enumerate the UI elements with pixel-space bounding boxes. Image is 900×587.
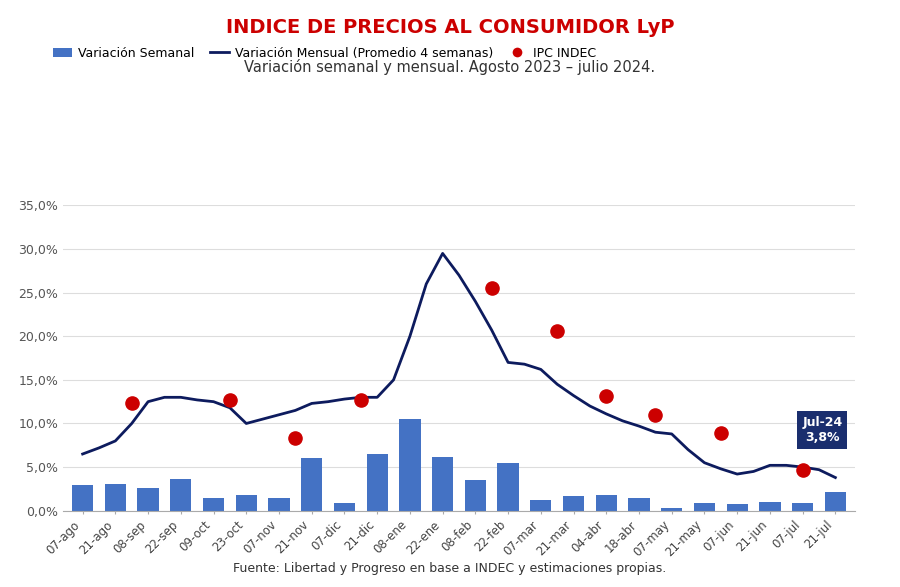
Bar xyxy=(334,503,356,511)
Bar xyxy=(202,498,224,511)
Bar xyxy=(824,491,846,511)
Bar xyxy=(432,457,454,511)
Bar xyxy=(236,495,256,511)
Bar xyxy=(72,484,94,511)
Point xyxy=(599,391,614,400)
Bar xyxy=(498,463,518,511)
Bar xyxy=(726,504,748,511)
Bar xyxy=(530,500,552,511)
Bar xyxy=(170,480,192,511)
Point xyxy=(354,395,368,404)
Bar xyxy=(760,502,780,511)
Point xyxy=(288,434,302,443)
Bar xyxy=(464,480,486,511)
Point xyxy=(124,398,139,407)
Point xyxy=(484,284,499,293)
Text: INDICE DE PRECIOS AL CONSUMIDOR LyP: INDICE DE PRECIOS AL CONSUMIDOR LyP xyxy=(226,18,674,36)
Point xyxy=(550,326,564,336)
Bar xyxy=(104,484,126,511)
Point xyxy=(648,410,662,420)
Bar xyxy=(694,503,716,511)
Point xyxy=(796,465,810,474)
Bar xyxy=(366,454,388,511)
Bar xyxy=(562,496,584,511)
Bar xyxy=(792,503,814,511)
Text: Variación semanal y mensual. Agosto 2023 – julio 2024.: Variación semanal y mensual. Agosto 2023… xyxy=(245,59,655,75)
Bar xyxy=(138,488,158,511)
Point xyxy=(222,395,237,404)
Point xyxy=(714,429,728,438)
Bar xyxy=(268,498,290,511)
Bar xyxy=(302,458,322,511)
Bar xyxy=(400,419,420,511)
Bar xyxy=(628,498,650,511)
Bar xyxy=(596,495,617,511)
Text: Fuente: Libertad y Progreso en base a INDEC y estimaciones propias.: Fuente: Libertad y Progreso en base a IN… xyxy=(233,562,667,575)
Legend: Variación Semanal, Variación Mensual (Promedio 4 semanas), IPC INDEC: Variación Semanal, Variación Mensual (Pr… xyxy=(53,47,596,60)
Bar xyxy=(662,508,682,511)
Text: Jul-24
3,8%: Jul-24 3,8% xyxy=(802,416,842,444)
